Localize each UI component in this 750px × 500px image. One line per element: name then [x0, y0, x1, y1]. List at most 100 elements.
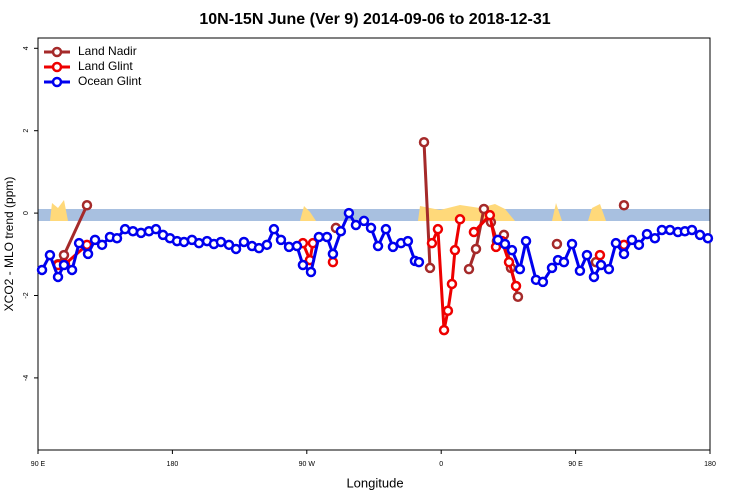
data-point [238, 236, 250, 248]
data-point [402, 235, 414, 247]
data-point [413, 256, 425, 268]
plot-frame [37, 37, 711, 451]
data-point [656, 224, 668, 236]
data-point [546, 262, 558, 274]
data-point [305, 266, 317, 278]
data-point [424, 262, 436, 274]
legend-marker [51, 46, 63, 58]
data-point [193, 237, 205, 249]
data-point [387, 241, 399, 253]
data-point [215, 236, 227, 248]
data-point [438, 324, 450, 336]
data-point [230, 243, 242, 255]
data-point [127, 225, 139, 237]
data-point [594, 249, 606, 261]
data-point [603, 263, 615, 275]
data-point [595, 259, 607, 271]
data-point [702, 232, 714, 244]
data-point [581, 249, 593, 261]
reference-band [38, 209, 710, 221]
data-point [418, 136, 430, 148]
data-point [470, 243, 482, 255]
data-point [686, 224, 698, 236]
legend-label: Land Nadir [78, 44, 137, 58]
y-tick-label: 2 [23, 129, 30, 133]
x-tick-label: 90 E [31, 461, 46, 468]
data-point [503, 256, 515, 268]
data-point [551, 238, 563, 250]
data-point [566, 238, 578, 250]
data-point [321, 231, 333, 243]
data-point [36, 264, 48, 276]
data-point [641, 228, 653, 240]
data-point [618, 200, 630, 211]
data-point [350, 219, 362, 231]
data-point [343, 207, 355, 219]
data-point [358, 215, 370, 227]
land-fraction [50, 200, 68, 221]
data-point [463, 263, 475, 275]
data-point [291, 240, 303, 252]
background-band [38, 200, 710, 221]
data-point [633, 239, 645, 251]
data-point [574, 265, 586, 277]
data-point [649, 232, 661, 244]
chart-title: 10N-15N June (Ver 9) 2014-09-06 to 2018-… [199, 11, 550, 28]
data-point [150, 223, 162, 235]
data-point [520, 235, 532, 247]
data-point [44, 249, 56, 261]
data-point [618, 248, 630, 260]
data-point [432, 223, 444, 235]
data-point [96, 239, 108, 251]
data-point [297, 259, 309, 271]
data-point [442, 305, 454, 316]
y-axis-label: XCO2 - MLO trend (ppm) [2, 177, 16, 312]
data-point [446, 278, 458, 290]
legend-marker [51, 76, 63, 88]
land-fraction [552, 203, 562, 221]
data-point [610, 237, 622, 249]
data-point [514, 263, 526, 275]
data-point [558, 256, 570, 268]
land-fraction [588, 204, 606, 221]
y-tick-label: 0 [23, 211, 30, 215]
data-point [454, 214, 466, 225]
y-tick-label: -4 [23, 375, 30, 381]
data-point [275, 234, 287, 246]
data-point [468, 226, 480, 238]
data-point [89, 234, 101, 246]
x-tick-label: 90 W [299, 461, 316, 468]
data-point [484, 209, 496, 221]
x-tick-label: 0 [439, 461, 443, 468]
land-fraction [418, 204, 515, 221]
data-point [58, 259, 70, 271]
data-point [499, 238, 511, 250]
y-tick-label: -2 [23, 292, 30, 298]
data-point [81, 200, 93, 211]
legend-marker [51, 61, 63, 73]
data-point [510, 280, 522, 292]
data-point [66, 264, 78, 276]
data-point [327, 256, 339, 268]
data-point [261, 239, 273, 251]
data-point [626, 234, 638, 246]
data-point [58, 249, 70, 261]
data-point [506, 244, 518, 256]
data-point [111, 232, 123, 244]
x-tick-label: 180 [704, 461, 716, 468]
data-point [268, 223, 280, 235]
data-point [365, 222, 377, 234]
data-point [52, 271, 64, 283]
legend-label: Ocean Glint [78, 74, 142, 88]
land-fraction [300, 206, 316, 221]
data-point [426, 237, 438, 249]
data-point [512, 291, 524, 302]
data-point [478, 203, 490, 215]
x-tick-label: 180 [167, 461, 179, 468]
data-point [313, 231, 325, 243]
data-point [380, 223, 392, 235]
legend-label: Land Glint [78, 59, 133, 73]
data-point [82, 248, 94, 260]
data-point [73, 237, 85, 249]
